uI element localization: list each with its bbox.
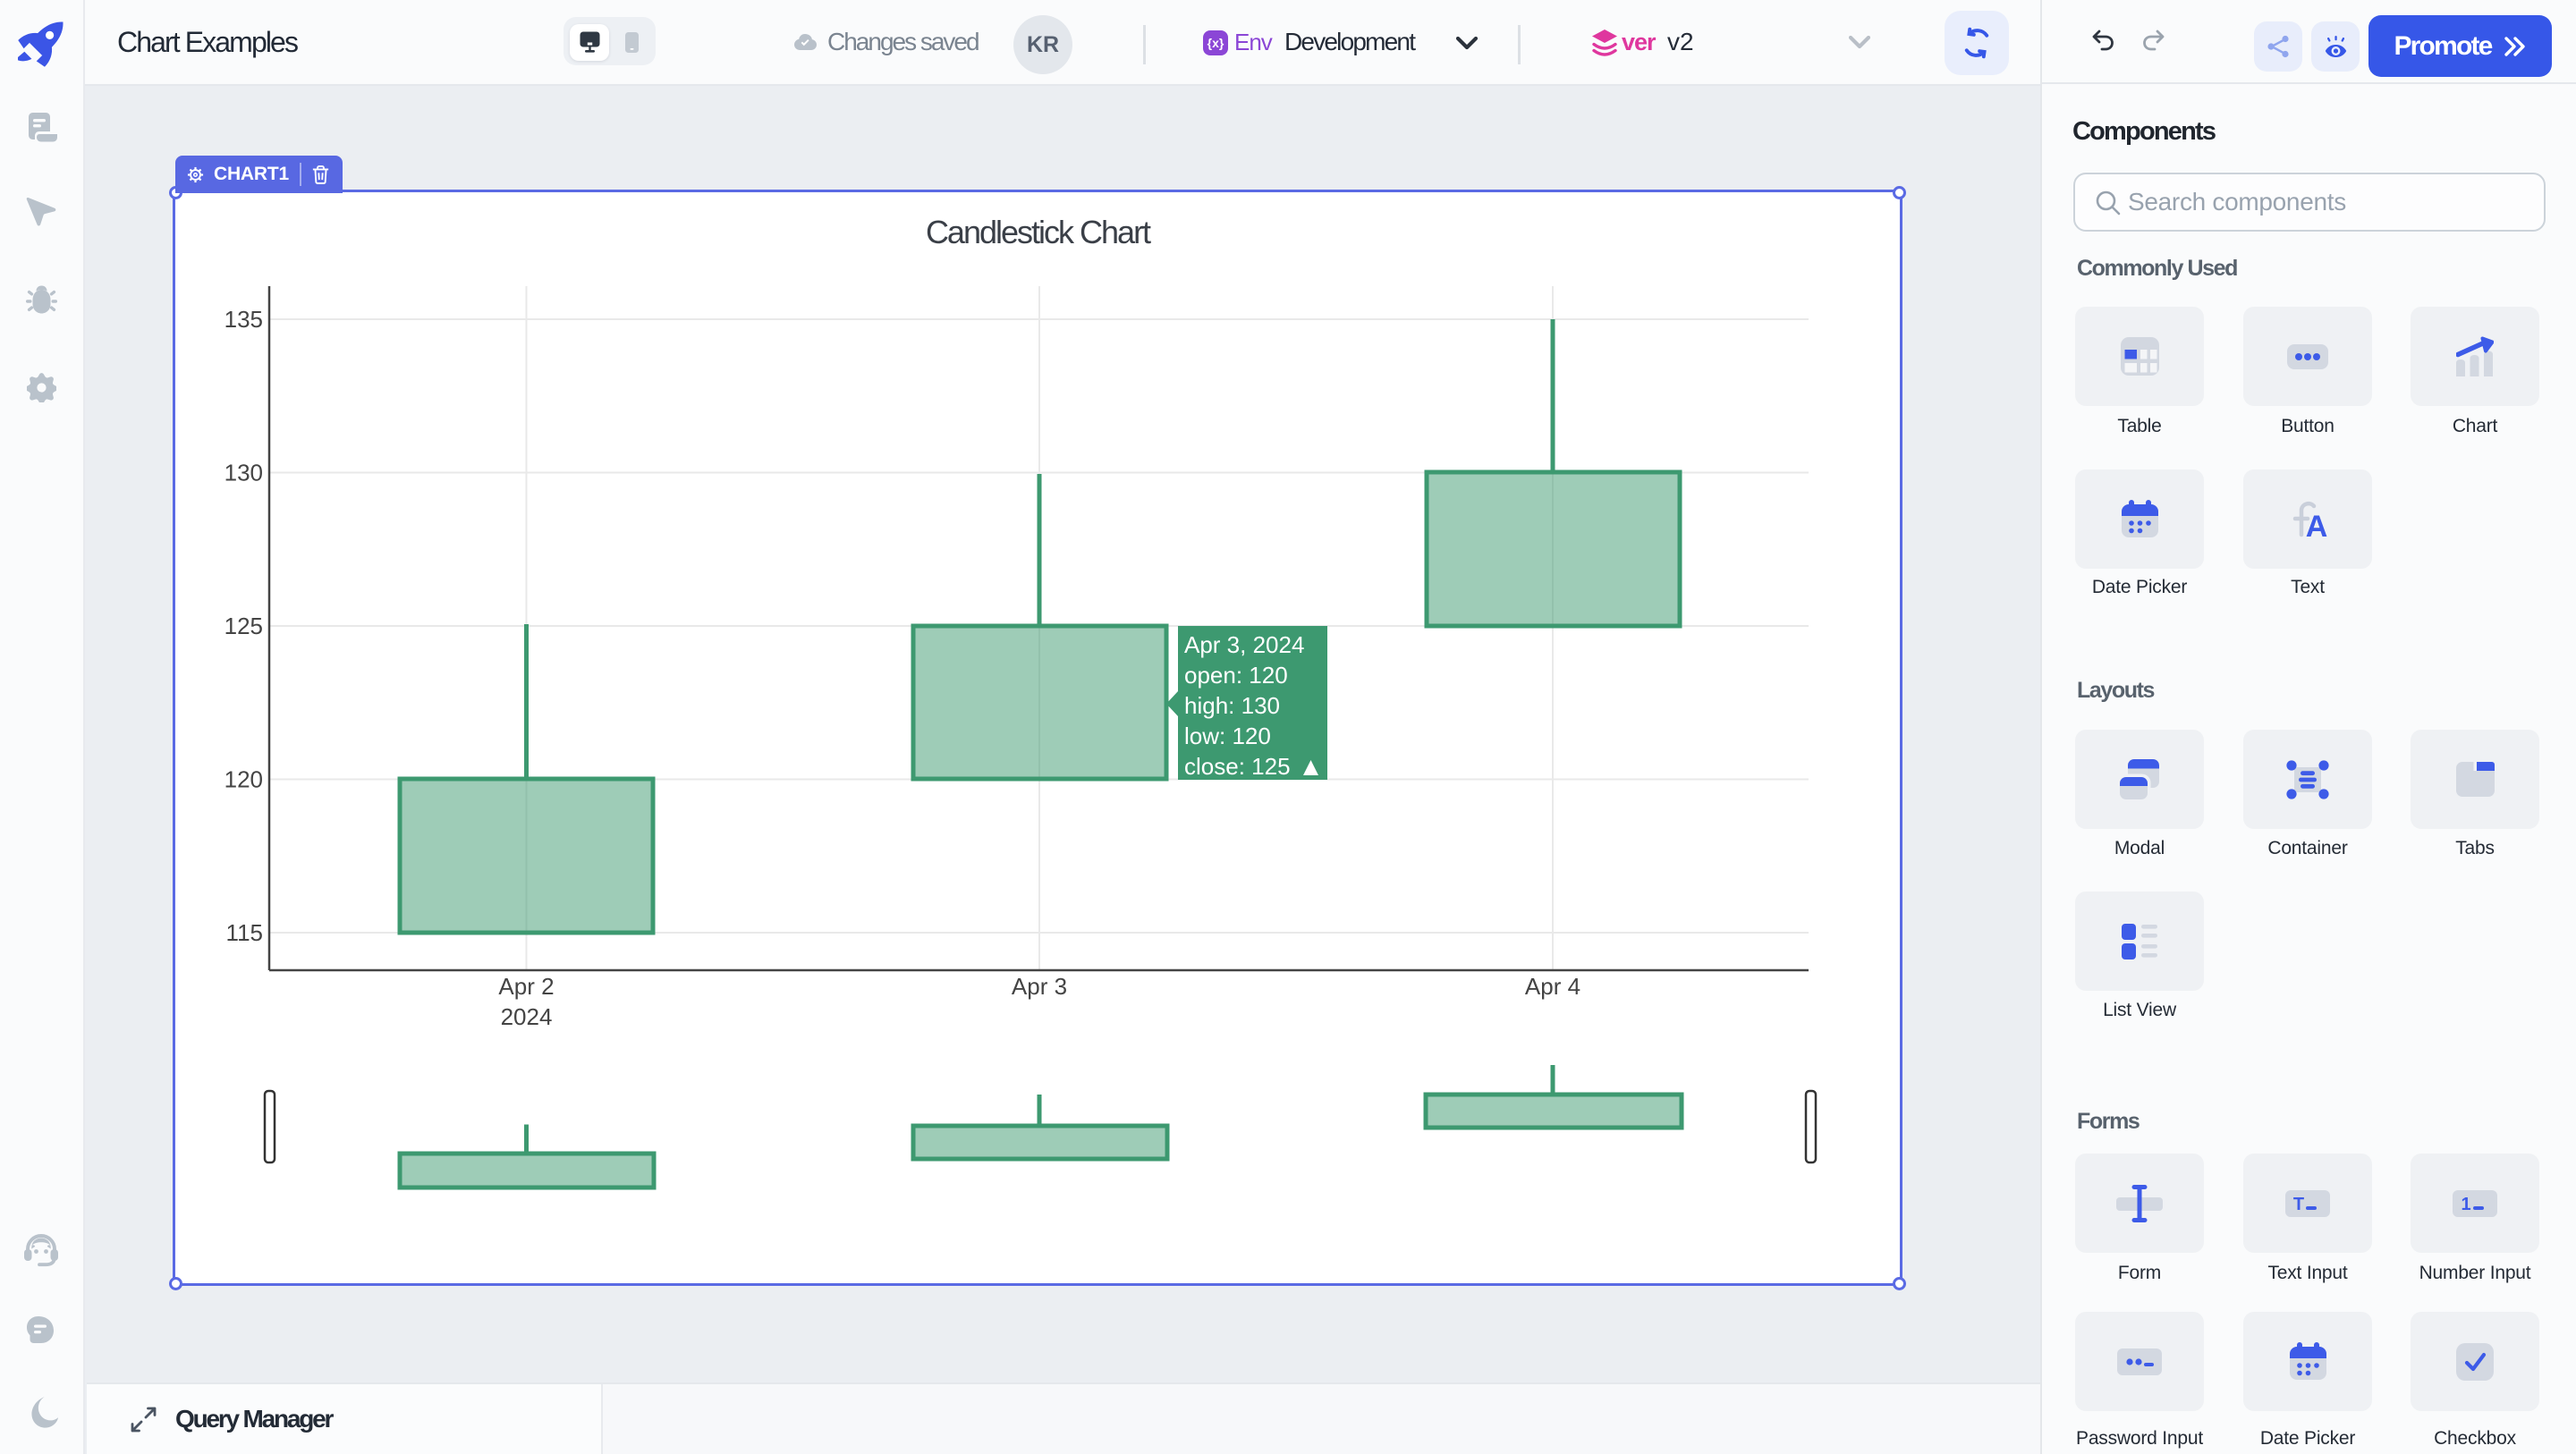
svg-text:Apr 3: Apr 3 [1012,973,1067,1000]
svg-text:close: 125: close: 125 [1184,753,1291,780]
svg-text:1: 1 [2461,1195,2470,1214]
svg-text:open: 120: open: 120 [1184,662,1288,689]
svg-text:130: 130 [225,460,263,486]
svg-text:125: 125 [225,613,263,639]
svg-text:A: A [2306,510,2328,540]
svg-text:Apr 2: Apr 2 [498,973,554,1000]
svg-text:135: 135 [225,306,263,333]
svg-text:high: 130: high: 130 [1184,692,1280,719]
svg-text:Apr 4: Apr 4 [1525,973,1580,1000]
svg-text:115: 115 [226,919,263,946]
svg-text:T: T [2293,1195,2304,1214]
svg-text:120: 120 [225,766,263,793]
svg-text:low: 120: low: 120 [1184,723,1271,749]
svg-text:Apr 3, 2024: Apr 3, 2024 [1184,631,1304,658]
svg-text:2024: 2024 [501,1003,553,1030]
svg-text:Candlestick Chart: Candlestick Chart [926,214,1151,250]
